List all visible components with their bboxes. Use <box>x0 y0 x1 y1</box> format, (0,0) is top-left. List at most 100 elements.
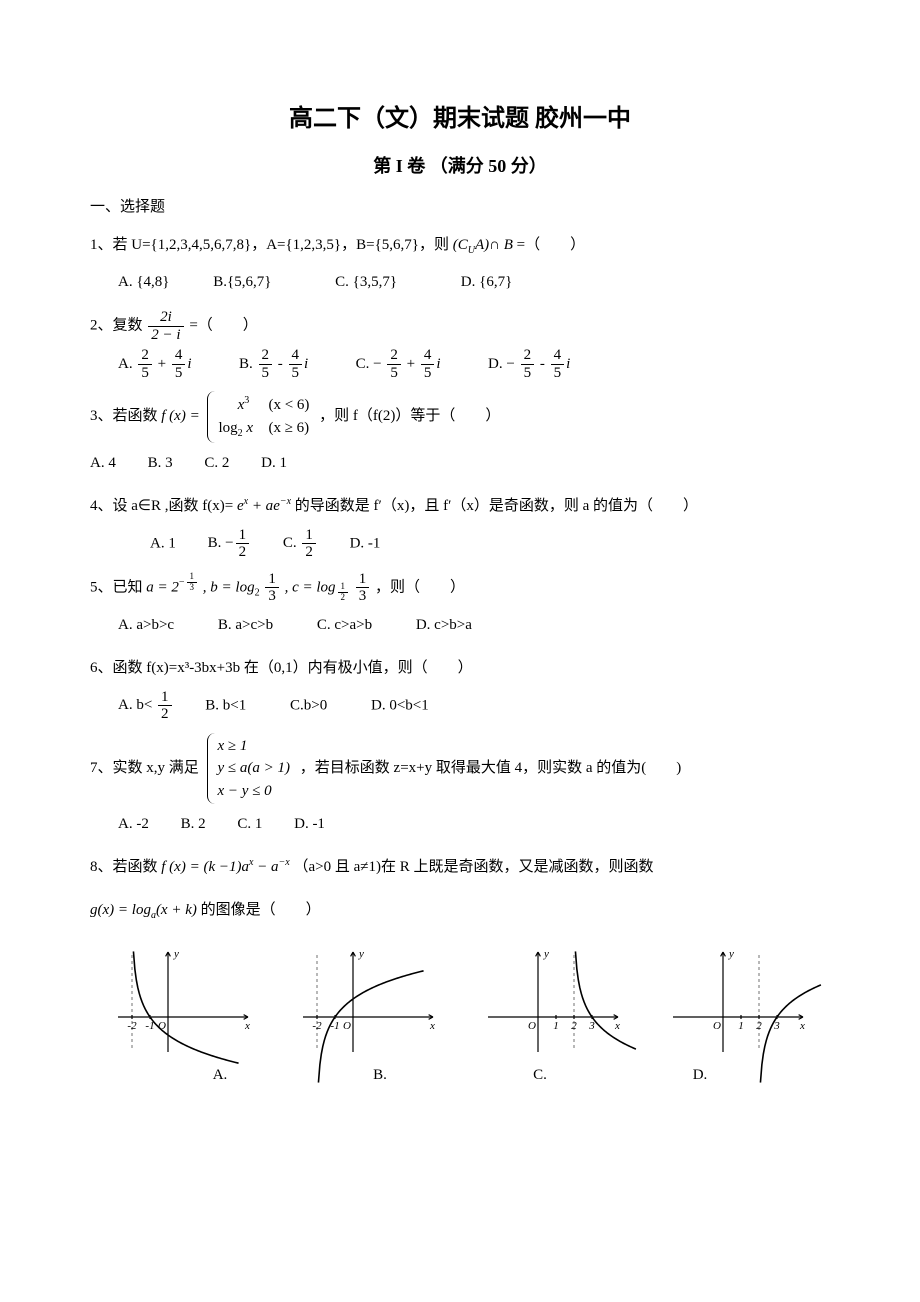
f: 4 <box>421 347 435 365</box>
e2s: −x <box>280 496 291 507</box>
question-2: 2、复数 2i 2 − i =（ ） <box>90 309 830 343</box>
q2-opt-b: B. 25 - 45i <box>239 356 312 372</box>
q5-stem-b: ，则（ ） <box>375 579 465 595</box>
q5-opt-a: A. a>b>c <box>118 617 174 633</box>
e1: e <box>237 498 244 514</box>
plus: + a <box>248 498 273 514</box>
q1-opt-c: C. {3,5,7} <box>335 274 397 290</box>
d: 3 <box>265 588 279 605</box>
q8-graph-labels: A. B. C. D. <box>90 1063 830 1087</box>
label-d: D. <box>620 1063 780 1087</box>
i: i <box>304 356 308 372</box>
q3-opt-a: A. 4 <box>90 455 116 471</box>
q4-stem-a: 4、设 a∈R ,函数 f(x)= <box>90 498 237 514</box>
arg: x <box>243 420 253 436</box>
q8-stem-a: 8、若函数 <box>90 859 158 875</box>
svg-text:y: y <box>728 948 734 960</box>
q2-c-pre: C. − <box>356 356 382 372</box>
d: 3 <box>187 583 198 593</box>
q7-opt-a: A. -2 <box>118 816 149 832</box>
log: log <box>218 420 237 436</box>
d: 3 <box>356 588 370 605</box>
f: 5 <box>138 365 152 382</box>
q4-opt-a: A. 1 <box>150 535 176 551</box>
fx: f (x) = (k −1)a <box>161 859 249 875</box>
svg-text:x: x <box>244 1020 250 1032</box>
pre: A. b< <box>118 697 156 713</box>
i: i <box>436 356 440 372</box>
q7-system: x ≥ 1 y ≤ a(a > 1) x − y ≤ 0 <box>207 733 297 805</box>
f: 2 <box>387 347 401 365</box>
c-eq: , c = log <box>285 579 336 595</box>
svg-text:2: 2 <box>756 1020 762 1032</box>
q4-opt-c: C. 12 <box>283 535 318 551</box>
svg-text:x: x <box>799 1020 805 1032</box>
q4-opt-d: D. -1 <box>350 535 381 551</box>
r3: x − y ≤ 0 <box>218 783 272 799</box>
q1-expr-open: (C <box>453 237 468 253</box>
q2-stem-a: 2、复数 <box>90 318 143 334</box>
q7-opt-c: C. 1 <box>237 816 262 832</box>
svg-text:1: 1 <box>738 1020 744 1032</box>
svg-text:y: y <box>173 948 179 960</box>
question-3: 3、若函数 f (x) = x3(x < 6) log2 x(x ≥ 6) ，则… <box>90 391 830 443</box>
r2: y ≤ a(a > 1) <box>218 760 291 776</box>
q3-stem-b: ，则 f（f(2)）等于（ ） <box>319 408 500 424</box>
graph-a: xyO-2-1 <box>113 947 253 1057</box>
a-eq: a = 2 <box>146 579 179 595</box>
cond: (x ≥ 6) <box>268 420 309 436</box>
neg: − <box>179 577 185 588</box>
d: 2 <box>302 544 316 561</box>
garg: (x + k) <box>156 902 197 918</box>
n: 1 <box>158 689 172 707</box>
mid: − a <box>253 859 278 875</box>
n: 1 <box>236 527 250 545</box>
a-exp: −13 <box>179 577 199 588</box>
q8-stem-b: （a>0 且 a≠1)在 R 上既是奇函数，又是减函数，则函数 <box>294 859 654 875</box>
label-c: C. <box>460 1063 620 1087</box>
r1: x ≥ 1 <box>218 738 248 754</box>
question-8b: g(x) = loga(x + k) 的图像是（ ） <box>90 894 830 927</box>
q6-opt-a: A. b< 12 <box>118 697 174 713</box>
q5-options: A. a>b>c B. a>c>b C. c>a>b D. c>b>a <box>118 609 830 642</box>
q3-piecewise: x3(x < 6) log2 x(x ≥ 6) <box>207 391 315 443</box>
svg-text:O: O <box>343 1020 351 1032</box>
section-heading: 一、选择题 <box>90 195 830 219</box>
svg-text:2: 2 <box>571 1020 577 1032</box>
page-subtitle: 第 I 卷 （满分 50 分） <box>90 152 830 181</box>
q2-a-pre: A. <box>118 356 136 372</box>
q1-expr-sub: U <box>468 245 475 256</box>
q8-stem-c: 的图像是（ ） <box>201 902 321 918</box>
q3-fx: f (x) = <box>161 408 199 424</box>
q1-stem-a: 1、若 U={1,2,3,4,5,6,7,8}，A={1,2,3,5}，B={5… <box>90 237 449 253</box>
svg-text:1: 1 <box>553 1020 559 1032</box>
question-1: 1、若 U={1,2,3,4,5,6,7,8}，A={1,2,3,5}，B={5… <box>90 229 830 262</box>
svg-text:y: y <box>543 948 549 960</box>
question-8: 8、若函数 f (x) = (k −1)ax − a−x （a>0 且 a≠1)… <box>90 851 830 884</box>
n: 1 <box>356 571 370 589</box>
q1-opt-b: B.{5,6,7} <box>213 274 271 290</box>
q2-num: 2i <box>148 309 183 327</box>
q7-options: A. -2 B. 2 C. 1 D. -1 <box>118 808 830 841</box>
q7-stem-b: ，若目标函数 z=x+y 取得最大值 4，则实数 a 的值为( ) <box>300 760 681 776</box>
q2-fraction: 2i 2 − i <box>148 309 183 343</box>
q2-opt-d: D. − 25 - 45i <box>488 356 570 372</box>
cond: (x < 6) <box>268 397 309 413</box>
f: 4 <box>289 347 303 365</box>
q7-opt-d: D. -1 <box>294 816 325 832</box>
q5-opt-d: D. c>b>a <box>416 617 472 633</box>
q1-expr: (CUA)∩ B <box>453 237 517 253</box>
exp: 3 <box>244 395 249 406</box>
f: 5 <box>421 365 435 382</box>
q6-options: A. b< 12 B. b<1 C.b>0 D. 0<b<1 <box>118 689 830 723</box>
graph-c: xyO123 <box>483 947 623 1057</box>
q7-stem-a: 7、实数 x,y 满足 <box>90 760 199 776</box>
svg-text:x: x <box>614 1020 620 1032</box>
label-b: B. <box>300 1063 460 1087</box>
graph-b: xyO-2-1 <box>298 947 438 1057</box>
op: + <box>403 356 419 372</box>
op: - <box>536 356 549 372</box>
c-sub: 12 <box>336 587 351 598</box>
q1-stem-b: =（ ） <box>517 237 585 253</box>
q8-graphs: xyO-2-1 xyO-2-1 xyO123 xyO123 <box>90 947 830 1057</box>
